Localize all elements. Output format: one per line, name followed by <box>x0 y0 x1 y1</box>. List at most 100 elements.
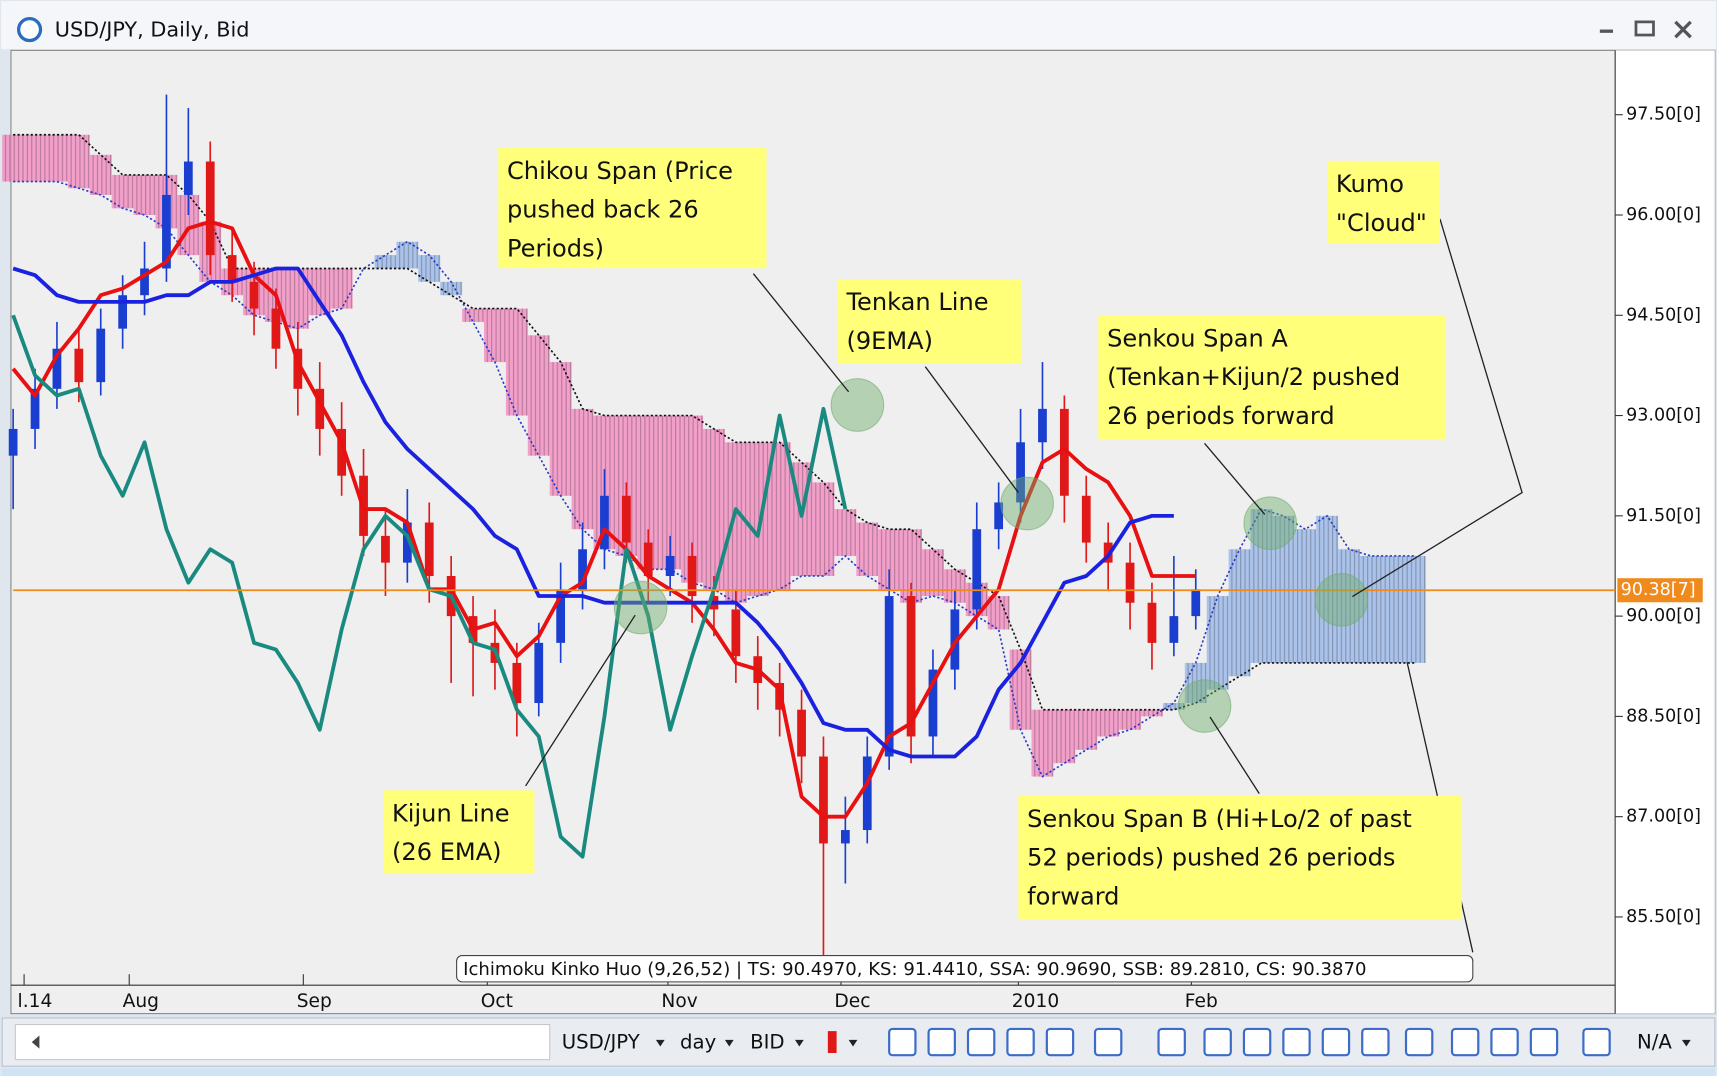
cloud-hatch <box>308 268 331 316</box>
cloud-hatch <box>24 134 46 182</box>
toolbar-button[interactable] <box>1282 1027 1311 1057</box>
dropdown-arrow[interactable] <box>655 1039 665 1047</box>
y-tick-label: 87.00[0] <box>1626 807 1701 827</box>
candle-body <box>402 522 412 563</box>
cloud-hatch <box>1119 709 1142 730</box>
period-select[interactable]: day <box>680 1031 717 1054</box>
x-tick-label: 2010 <box>1012 991 1059 1012</box>
annotation-box <box>498 147 767 269</box>
toolbar-button[interactable] <box>1006 1027 1035 1057</box>
annotation-text: (9EMA) <box>846 327 933 355</box>
toolbar-button[interactable] <box>1404 1027 1434 1057</box>
candle-body <box>643 542 653 577</box>
app-icon <box>16 16 43 43</box>
candle-body <box>140 268 149 296</box>
toolbar-button[interactable] <box>1361 1027 1390 1057</box>
toolbar-button[interactable] <box>1490 1027 1519 1057</box>
candle-body <box>840 830 850 844</box>
dropdown-arrow[interactable] <box>794 1039 804 1047</box>
annotation-box <box>383 790 535 874</box>
annotation-text: Tenkan Line <box>845 288 988 316</box>
cloud-hatch <box>286 268 309 329</box>
cloud-hatch <box>330 268 353 309</box>
annotation-text: (Tenkan+Kijun/2 pushed <box>1107 363 1400 391</box>
x-tick-label: Dec <box>834 991 870 1012</box>
highlight-circle <box>1243 496 1298 551</box>
candle-body <box>906 596 916 737</box>
minimize-button[interactable] <box>1599 29 1613 33</box>
y-tick-label: 90.00[0] <box>1626 606 1701 626</box>
cloud-hatch <box>724 442 747 603</box>
current-price-label: 90.38[7] <box>1621 580 1696 600</box>
annotation-text: Kijun Line <box>392 799 510 827</box>
candle-body <box>249 281 259 309</box>
cloud-hatch <box>374 255 397 269</box>
highlight-circle <box>830 378 885 432</box>
cloud-hatch <box>1360 555 1382 663</box>
y-tick-label: 88.50[0] <box>1626 706 1701 726</box>
toolbar-button[interactable] <box>1045 1027 1075 1057</box>
annotation-text: Chikou Span (Price <box>507 157 733 185</box>
annotation-text: 26 periods forward <box>1107 402 1335 430</box>
candle-body <box>162 194 171 269</box>
indicator-legend-box <box>456 955 1474 983</box>
candle-body <box>30 388 40 429</box>
toolbar-button[interactable] <box>966 1027 996 1057</box>
annotation-box <box>837 279 1022 364</box>
annotation-connector <box>1204 442 1266 515</box>
candle-body <box>293 348 303 389</box>
toolbar-button[interactable] <box>1582 1027 1611 1057</box>
toolbar-icons <box>888 1027 1611 1057</box>
side-select[interactable]: BID <box>750 1031 784 1054</box>
candle-body <box>118 295 128 329</box>
candle-body <box>74 348 84 383</box>
toolbar-button[interactable] <box>1321 1027 1351 1057</box>
candle-body <box>862 756 872 831</box>
cloud-hatch <box>484 308 506 363</box>
candle-body <box>1125 562 1135 603</box>
toolbar-button[interactable] <box>1157 1027 1186 1057</box>
toolbar-button[interactable] <box>1450 1027 1480 1057</box>
chart-type-icon[interactable] <box>827 1031 837 1054</box>
cloud-hatch <box>681 415 704 583</box>
toolbar-button[interactable] <box>1242 1027 1272 1057</box>
candle-body <box>578 549 587 590</box>
candle-body <box>534 642 544 704</box>
toolbar-button[interactable] <box>927 1027 956 1057</box>
close-button[interactable] <box>1674 20 1692 39</box>
toolbar-button[interactable] <box>1093 1027 1123 1057</box>
cloud-hatch <box>418 255 441 282</box>
scrollbar[interactable] <box>14 1024 551 1061</box>
cloud-hatch <box>1031 709 1054 777</box>
status-select[interactable]: N/A <box>1637 1031 1672 1054</box>
cloud-hatch <box>768 442 791 590</box>
candle-body <box>621 495 631 543</box>
toolbar-button[interactable] <box>1203 1027 1232 1057</box>
annotation-text: Senkou Span B (Hi+Lo/2 of past <box>1027 805 1412 833</box>
cloud-hatch <box>1228 549 1251 677</box>
cloud-hatch <box>1053 709 1076 764</box>
toolbar-button[interactable] <box>1529 1027 1559 1057</box>
scroll-left-arrow[interactable] <box>31 1035 40 1049</box>
dropdown-arrow[interactable] <box>848 1039 858 1047</box>
highlight-circle <box>1177 679 1232 733</box>
annotation-box <box>1327 160 1440 244</box>
cloud-hatch <box>1075 709 1098 750</box>
instrument-select[interactable]: USD/JPY <box>562 1031 641 1054</box>
cloud-hatch <box>1141 709 1163 717</box>
candle-body <box>1059 408 1069 496</box>
cloud-hatch <box>659 415 682 570</box>
dropdown-arrow[interactable] <box>724 1039 734 1047</box>
candle-body <box>381 535 390 563</box>
annotation-text: Kumo <box>1336 170 1404 198</box>
cloud-hatch <box>67 134 90 189</box>
cloud-hatch <box>1206 596 1229 690</box>
annotation-text: Senkou Span A <box>1107 324 1288 352</box>
maximize-button[interactable] <box>1634 20 1655 37</box>
candle-body <box>52 348 62 389</box>
cloud-hatch <box>878 529 901 590</box>
toolbar-button[interactable] <box>888 1027 917 1057</box>
dropdown-arrow[interactable] <box>1681 1039 1691 1047</box>
senkou-b-edge <box>13 133 1415 711</box>
